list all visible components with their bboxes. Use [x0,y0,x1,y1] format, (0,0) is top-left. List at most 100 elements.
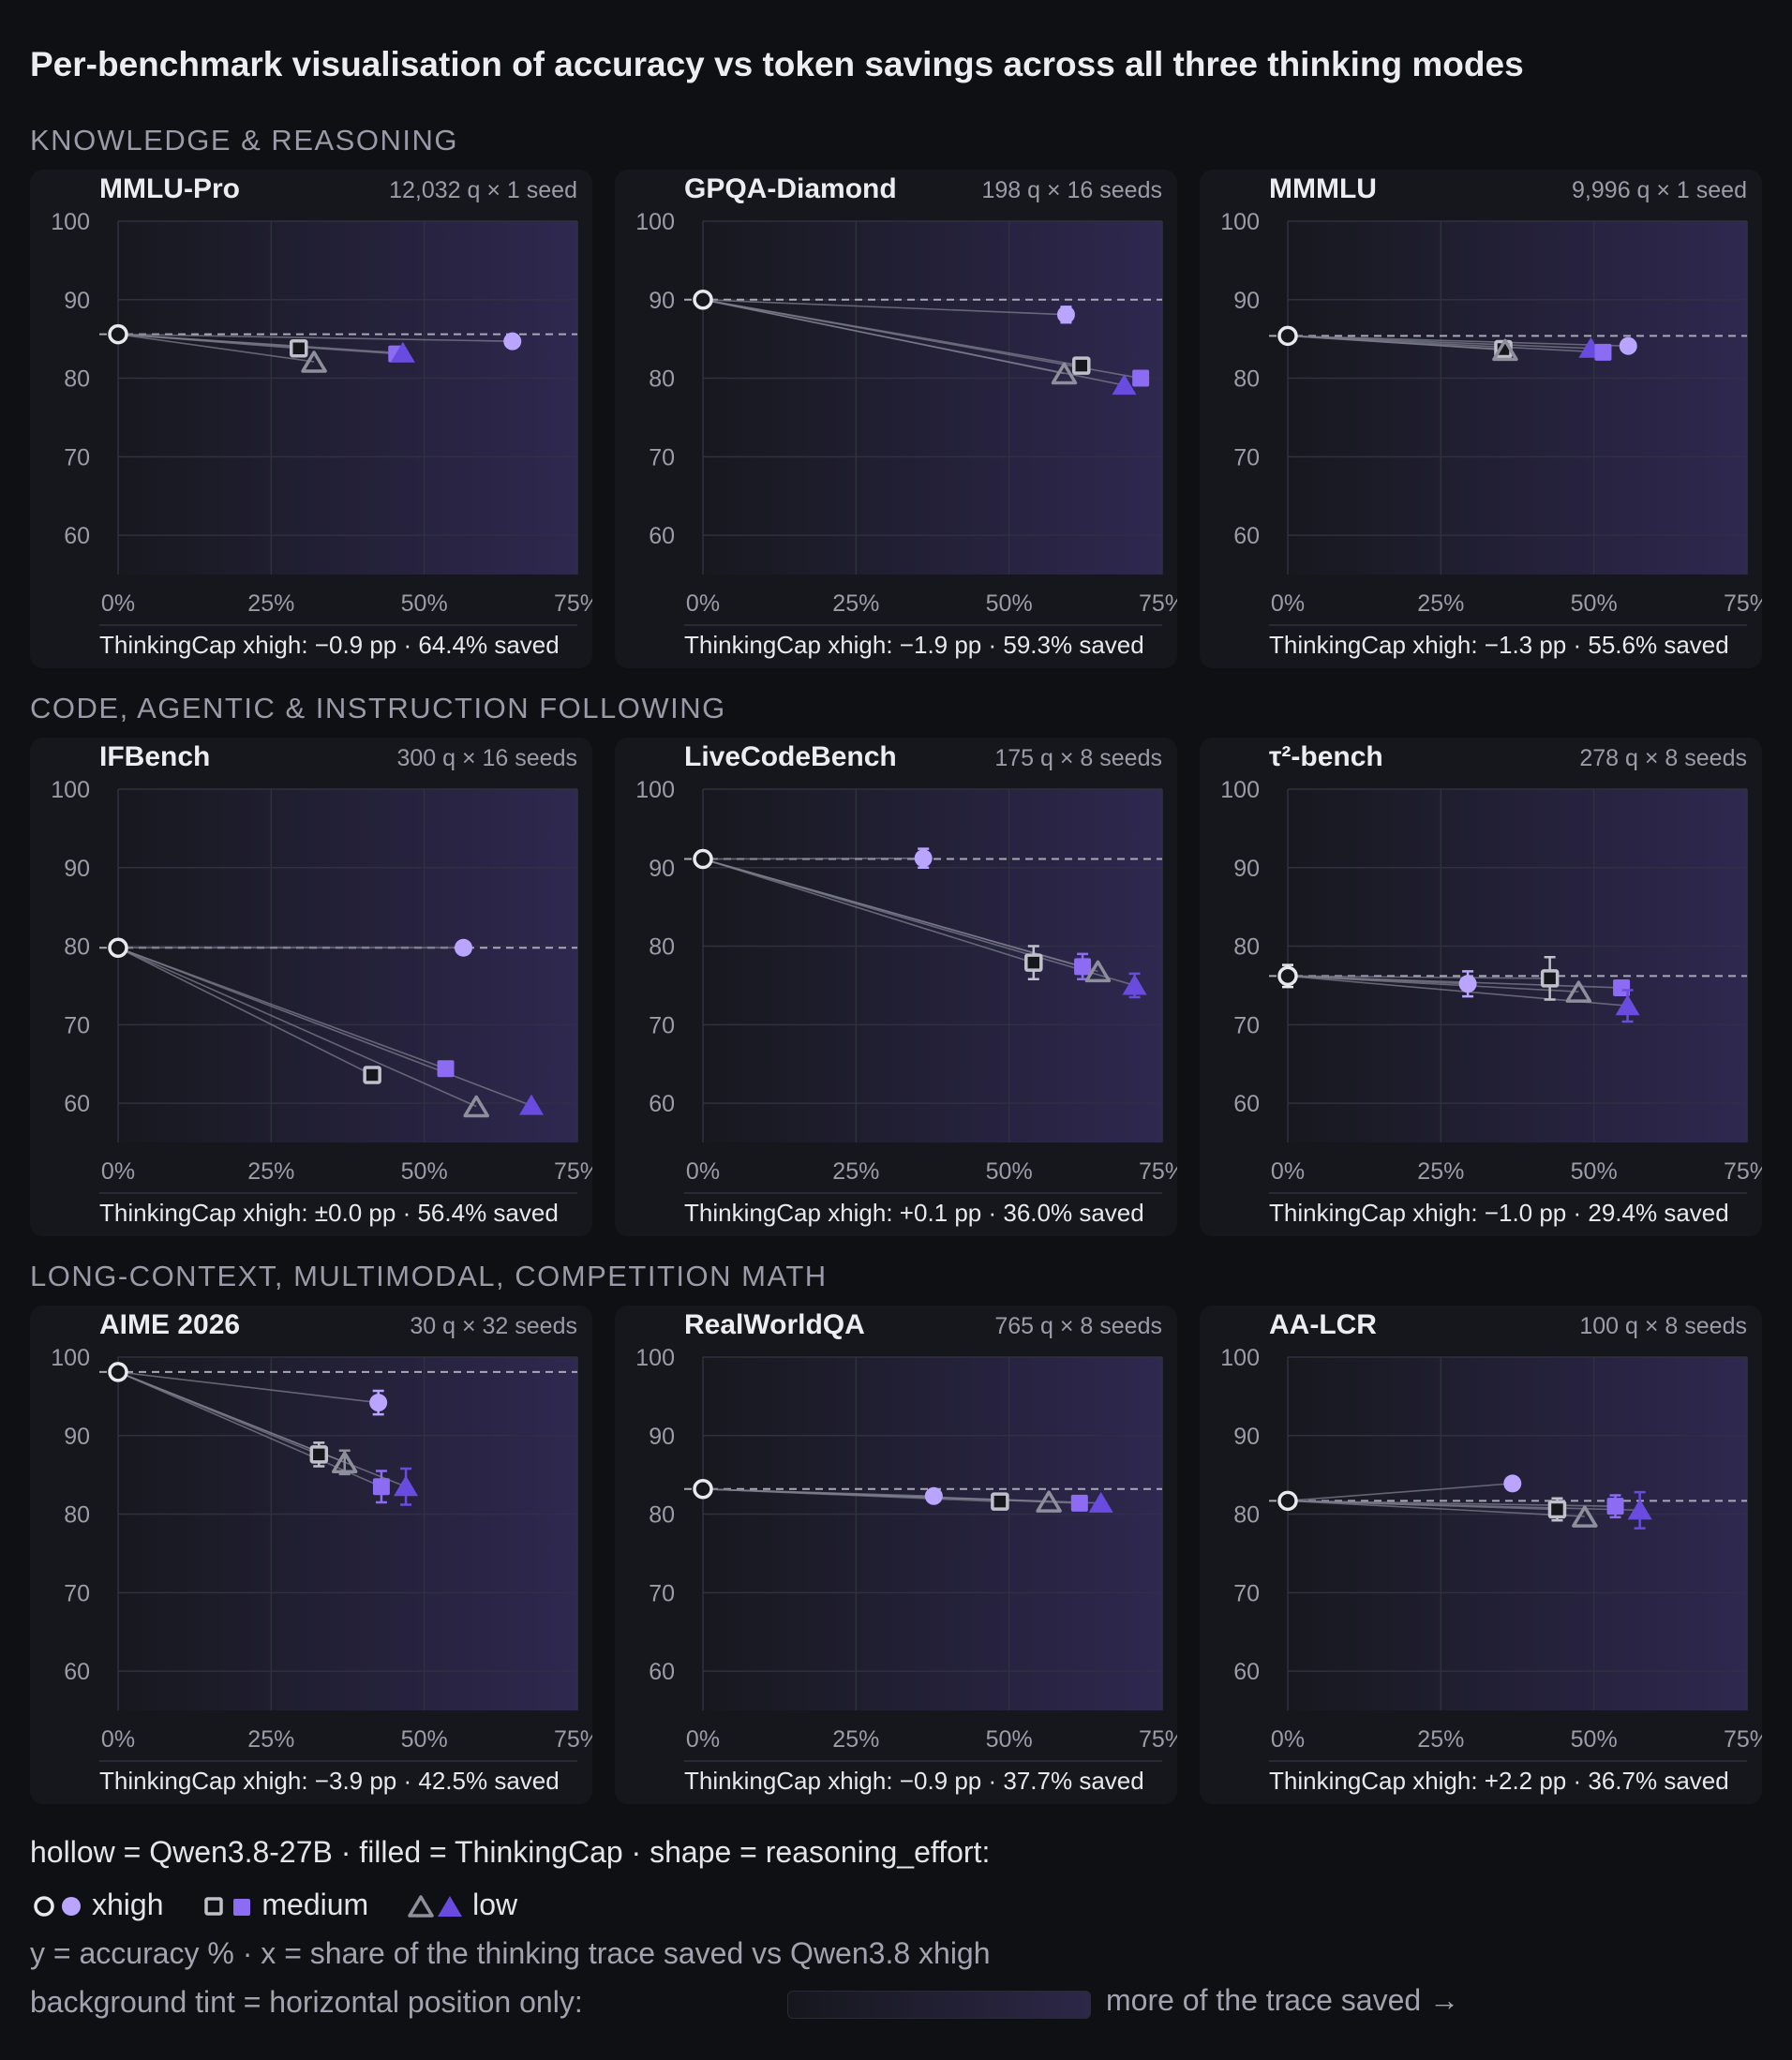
y-tick-label: 60 [64,1659,90,1685]
marker-qwen-xhigh [693,848,713,870]
x-tick-label: 75% [1724,1726,1762,1753]
y-tick-label: 80 [1233,366,1260,393]
chart-title: MMMLU [1269,173,1377,204]
chart-title: τ²-bench [1269,741,1383,772]
marker-thinkingcap-medium [1613,978,1631,996]
legend-shapes: xhigh medium low [30,1888,545,1927]
y-tick-label: 70 [64,1012,90,1038]
marker-qwen-xhigh [1277,1490,1298,1512]
plot-area [118,1357,577,1710]
marker-thinkingcap-low [1112,374,1137,396]
marker-qwen-low [331,1451,358,1474]
chart-meta: 198 q × 16 seeds [981,177,1162,203]
x-tick-label: 75% [1139,1726,1177,1753]
chart-card-tau2-bench: 100 90 80 70 60 0% 25% 50% 75% τ²-bench 278 q × 8 … [1200,738,1762,1236]
y-tick-label: 70 [1233,1580,1260,1606]
chart-title: MMLU-Pro [99,173,240,204]
y-tick-label: 70 [64,444,90,470]
chart-meta: 9,996 q × 1 seed [1572,177,1747,203]
chart-card-mmmlu: 100 90 80 70 60 0% 25% 50% 75% MMMLU 9,996 q × 1 s… [1200,170,1762,668]
marker-thinkingcap-low [1122,974,1147,995]
marker-qwen-low [1492,338,1518,362]
chart-footer: ThinkingCap xhigh: ±0.0 pp · 56.4% saved [99,1199,559,1227]
chart-meta: 100 q × 8 seeds [1579,1313,1747,1339]
y-tick-label: 90 [1233,288,1260,314]
chart-title: GPQA-Diamond [684,173,897,204]
x-tick-label: 25% [247,1158,294,1185]
legend-line-encoding: hollow = Qwen3.8-27B · filled = Thinking… [30,1835,991,1869]
marker-thinkingcap-low [394,1475,419,1497]
y-tick-label: 60 [649,1091,675,1117]
legend-label-xhigh: xhigh [92,1888,164,1921]
x-tick-label: 50% [986,1158,1033,1185]
marker-qwen-medium [289,338,308,358]
chart-footer: ThinkingCap xhigh: −1.9 pp · 59.3% saved [684,631,1144,659]
y-tick-label: 100 [51,777,90,803]
x-tick-label: 75% [1139,590,1177,617]
marker-qwen-low [1051,362,1078,385]
x-tick-label: 0% [1271,590,1305,617]
plot-area [703,221,1162,575]
connector-line [1287,975,1550,979]
y-tick-label: 100 [635,1345,675,1371]
legend-triangle-icon [408,1894,463,1918]
x-tick-label: 75% [1724,1158,1762,1185]
marker-thinkingcap-xhigh [1619,336,1637,355]
y-tick-label: 70 [649,1580,675,1606]
plot-area [1288,221,1747,575]
x-tick-label: 0% [686,1158,720,1185]
marker-thinkingcap-xhigh [454,938,472,957]
marker-thinkingcap-medium [437,1060,455,1078]
y-tick-label: 100 [635,777,675,803]
legend-tint-swatch [787,1991,1091,2019]
connector-line [117,333,403,354]
chart-meta: 30 q × 32 seeds [410,1313,577,1339]
page-title: Per-benchmark visualisation of accuracy … [30,45,1524,83]
marker-thinkingcap-low [1627,1499,1652,1520]
legend-more-saved: more of the trace saved → [1106,1983,1460,2017]
x-tick-label: 50% [401,590,448,617]
marker-thinkingcap-low [1615,994,1640,1016]
x-tick-label: 0% [1271,1726,1305,1753]
x-tick-label: 25% [1417,590,1464,617]
x-tick-label: 50% [401,1158,448,1185]
legend-square-icon [204,1896,251,1916]
chart-card-livecodebench: 100 90 80 70 60 0% 25% 50% 75% LiveCodeBench 175 q… [615,738,1177,1236]
y-tick-label: 90 [64,288,90,314]
y-tick-label: 100 [1220,1345,1260,1371]
y-tick-label: 90 [649,1424,675,1450]
y-tick-label: 80 [1233,934,1260,961]
x-tick-label: 50% [986,590,1033,617]
connector-line [702,298,1067,316]
marker-thinkingcap-low [519,1094,544,1115]
y-tick-label: 70 [64,1580,90,1606]
x-tick-label: 50% [401,1726,448,1753]
connector-line [1287,975,1622,989]
connector-line [702,858,1135,987]
chart-title: AIME 2026 [99,1309,240,1340]
x-tick-label: 50% [1571,1726,1618,1753]
chart-svg: 100 90 80 70 60 0% 25% 50% 75% MMLU-Pro 12,032 q ×… [51,173,592,659]
y-tick-label: 60 [64,1091,90,1117]
chart-title: AA-LCR [1269,1309,1377,1340]
connector-line [1287,335,1629,348]
marker-qwen-xhigh [108,937,128,958]
connector-line [1287,1500,1640,1512]
y-tick-label: 80 [64,1502,90,1529]
marker-qwen-xhigh [108,323,128,345]
chart-footer: ThinkingCap xhigh: +2.2 pp · 36.7% saved [1269,1767,1729,1795]
plot-area [118,789,577,1142]
marker-qwen-xhigh [108,1362,128,1382]
x-tick-label: 25% [832,590,879,617]
y-tick-label: 100 [1220,777,1260,803]
chart-footer: ThinkingCap xhigh: −3.9 pp · 42.5% saved [99,1767,560,1795]
x-tick-label: 25% [1417,1726,1464,1753]
y-tick-label: 80 [64,366,90,393]
section-title-code: CODE, AGENTIC & INSTRUCTION FOLLOWING [30,692,726,724]
y-tick-label: 60 [1233,1659,1260,1685]
y-tick-label: 100 [51,209,90,235]
x-tick-label: 50% [1571,1158,1618,1185]
marker-qwen-medium [309,1445,329,1464]
section-title-long-context: LONG-CONTEXT, MULTIMODAL, COMPETITION MA… [30,1260,828,1292]
connector-line [117,333,513,342]
